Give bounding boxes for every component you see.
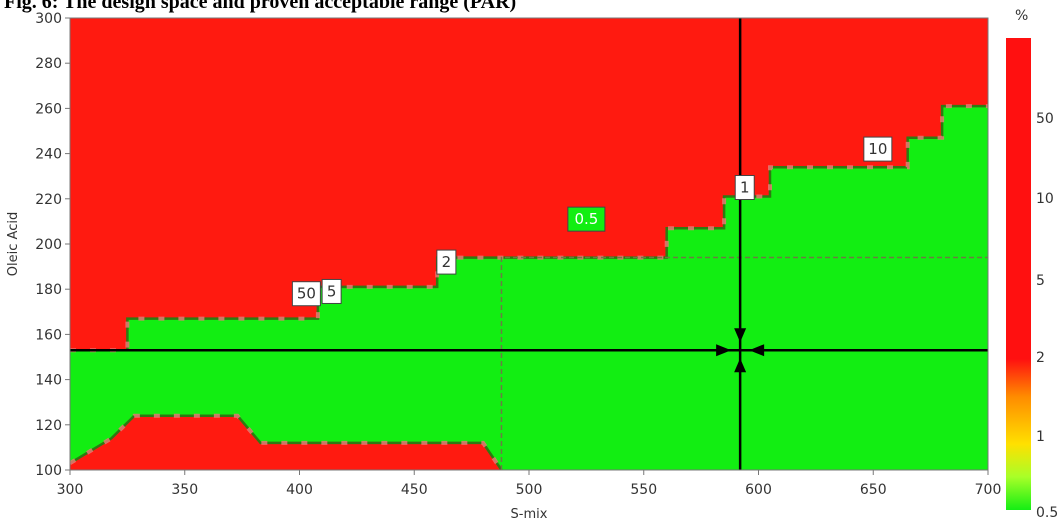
x-axis: 300 350 400 450 500 550 600 650 700 (57, 470, 1002, 498)
upper-fail-region (70, 18, 988, 351)
contour-label: 0.5 (574, 210, 598, 228)
y-tick-label: 160 (35, 327, 62, 343)
contour-label: 10 (868, 140, 887, 158)
lower-boundary-hatch (70, 413, 504, 470)
x-tick-label: 500 (516, 482, 543, 498)
y-tick-label: 220 (35, 192, 62, 208)
y-tick-label: 180 (35, 282, 62, 298)
x-tick-label: 550 (630, 482, 657, 498)
y-axis-title: Oleic Acid (6, 212, 21, 276)
colorbar-labels: 50 10 5 2 1 0.5 (1036, 111, 1058, 520)
y-tick-label: 200 (35, 237, 62, 253)
colorbar-label: 1 (1036, 429, 1045, 445)
y-tick-label: 240 (35, 147, 62, 163)
figure-title: Fig. 6: The design space and proven acce… (4, 0, 517, 13)
contour-label-box (436, 249, 457, 275)
colorbar (1006, 38, 1031, 510)
colorbar-label: 50 (1036, 111, 1054, 127)
x-tick-label: 300 (57, 482, 84, 498)
y-tick-label: 140 (35, 373, 62, 389)
crosshair-arrow-1 (734, 358, 747, 373)
crosshair-arrow-2 (716, 344, 732, 357)
x-tick-label: 700 (975, 482, 1002, 498)
y-tick-label: 300 (35, 11, 62, 27)
contour-label-box (863, 136, 893, 162)
contour-label: 2 (442, 253, 452, 271)
x-tick-label: 650 (860, 482, 887, 498)
contour-label: 1 (740, 179, 750, 197)
x-tick-label: 450 (401, 482, 428, 498)
contour-label: 5 (327, 282, 337, 300)
y-tick-label: 100 (35, 463, 62, 479)
x-axis-title: S-mix (511, 507, 548, 520)
crosshair-arrows (716, 328, 765, 373)
crosshair-arrow-3 (749, 344, 765, 357)
crosshair-arrow-0 (734, 328, 747, 343)
colorbar-label: 10 (1036, 191, 1054, 207)
colorbar-label: 5 (1036, 273, 1045, 289)
contour-label-box (291, 281, 321, 307)
y-tick-label: 260 (35, 101, 62, 117)
x-tick-label: 350 (171, 482, 198, 498)
contour-labels: 50 5 2 0.5 1 10 (291, 136, 893, 307)
x-tick-label: 600 (745, 482, 772, 498)
contour-label-box (321, 278, 342, 304)
colorbar-label: 2 (1036, 350, 1045, 366)
contour-label-box (734, 175, 755, 200)
par-box (500, 256, 988, 470)
contour-label-box (567, 206, 606, 232)
upper-boundary-edge (70, 104, 988, 352)
colorbar-label: 0.5 (1036, 505, 1058, 520)
colorbar-unit: % (1015, 8, 1028, 24)
x-tick-label: 400 (286, 482, 313, 498)
y-axis: 100 120 140 160 180 200 220 240 260 280 300 (35, 11, 70, 479)
y-tick-label: 120 (35, 418, 62, 434)
y-tick-label: 280 (35, 56, 62, 72)
contour-label: 50 (297, 285, 316, 303)
